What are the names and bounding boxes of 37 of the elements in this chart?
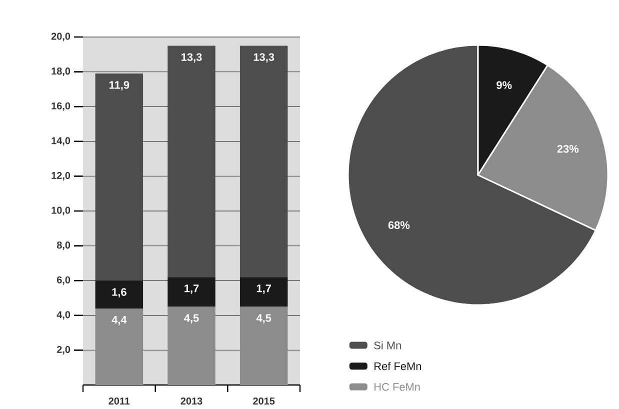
- data-label: 11,9: [109, 81, 130, 90]
- y-tick-label: 10,0: [52, 206, 70, 216]
- data-label: 1,7: [184, 284, 199, 294]
- y-tick-label: 16,0: [52, 102, 70, 111]
- bar: [95, 308, 144, 385]
- data-label: 23%: [557, 145, 579, 153]
- data-label: 4,4: [112, 316, 127, 326]
- y-tick-label: 18,0: [52, 68, 70, 76]
- x-tick-label: 2013: [180, 398, 202, 405]
- data-label: 4,5: [256, 314, 272, 324]
- data-label: 68%: [388, 221, 410, 230]
- data-label: 1,7: [256, 284, 271, 294]
- y-tick-label: 6,0: [56, 276, 70, 285]
- y-tick-label: 12,0: [52, 172, 70, 180]
- x-tick-label: 2015: [253, 398, 275, 405]
- legend-label: HC FeMn: [374, 383, 420, 391]
- bar: [168, 46, 216, 278]
- y-tick-label: 8,0: [56, 242, 70, 250]
- data-label: 13,3: [254, 53, 274, 63]
- bar: [240, 306, 288, 385]
- data-label: 13,3: [182, 53, 202, 63]
- legend-label: Ref FeMn: [374, 362, 422, 370]
- y-tick-label: 14,0: [52, 137, 70, 146]
- y-tick-label: 4,0: [56, 311, 70, 320]
- legend-label: Si Mn: [374, 341, 401, 350]
- bar: [168, 277, 216, 307]
- y-tick-label: 2,0: [56, 346, 70, 354]
- x-tick-label: 2011: [108, 398, 130, 405]
- bar: [95, 74, 144, 281]
- data-label: 4,5: [184, 314, 199, 324]
- data-label: 1,6: [112, 288, 126, 298]
- y-tick-label: 20,0: [51, 32, 70, 42]
- bar: [168, 306, 216, 385]
- data-label: 9%: [496, 81, 512, 89]
- bar: [95, 280, 144, 308]
- bar: [240, 46, 288, 278]
- bar: [240, 277, 288, 307]
